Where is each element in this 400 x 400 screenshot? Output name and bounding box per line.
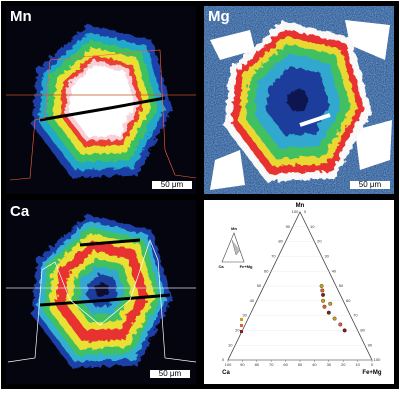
tick-label: 10 <box>310 224 315 229</box>
tick-label: 90 <box>240 362 245 367</box>
data-point <box>342 328 347 333</box>
tick-label: 30 <box>242 313 247 318</box>
tick-label: 100 <box>374 357 381 362</box>
panel-label: Ca <box>10 203 30 220</box>
tick-label: 40 <box>312 362 317 367</box>
tick-label: 60 <box>264 268 269 273</box>
inset-label: Ca <box>218 264 224 269</box>
legend-swatch <box>240 330 243 333</box>
apex-label: Mn <box>296 203 305 209</box>
scale-bar: 50 μm <box>159 369 182 378</box>
tick-label: 70 <box>271 253 276 258</box>
tick-label: 90 <box>368 342 373 347</box>
tick-label: 0 <box>304 209 307 214</box>
ternary: Mn Ca Fe+Mg Mn Ca Fe+Mg 1001001009090908… <box>218 203 381 376</box>
data-point <box>338 322 343 327</box>
ternary-panel <box>204 200 394 384</box>
apex-label: Fe+Mg <box>362 370 382 376</box>
inset-label: Fe+Mg <box>240 264 253 269</box>
data-point <box>332 316 337 321</box>
tick-label: 20 <box>317 239 322 244</box>
tick-label: 60 <box>346 298 351 303</box>
tick-label: 20 <box>235 327 240 332</box>
data-point <box>321 292 325 297</box>
inset-label: Mn <box>231 226 237 231</box>
data-point <box>322 304 327 309</box>
strip <box>4 389 396 395</box>
mn-map: Mn 50 μm <box>6 6 196 194</box>
tick-label: 90 <box>286 224 291 229</box>
tick-label: 60 <box>283 362 288 367</box>
tick-label: 80 <box>360 327 365 332</box>
tick-label: 40 <box>332 268 337 273</box>
tick-label: 50 <box>257 283 262 288</box>
tick-label: 40 <box>250 298 255 303</box>
panel-label: Mn <box>10 8 32 25</box>
legend-swatch <box>240 324 243 327</box>
scale-bar: 50 μm <box>359 180 382 189</box>
data-point <box>320 288 325 293</box>
tick-label: 70 <box>269 362 274 367</box>
data-point <box>328 301 333 306</box>
scale-bar: 50 μm <box>161 180 184 189</box>
data-point <box>326 310 331 315</box>
tick-label: 100 <box>225 362 232 367</box>
tick-label: 0 <box>222 357 225 362</box>
data-point <box>321 298 325 303</box>
tick-label: 10 <box>355 362 360 367</box>
tick-label: 10 <box>228 342 233 347</box>
tick-label: 100 <box>292 209 299 214</box>
tick-label: 30 <box>324 253 329 258</box>
tick-label: 80 <box>278 239 283 244</box>
tick-label: 70 <box>353 313 358 318</box>
tick-label: 0 <box>371 362 374 367</box>
data-point <box>319 284 324 288</box>
mg-map: Mg 50 μm <box>204 6 394 194</box>
tick-label: 30 <box>327 362 332 367</box>
apex-label: Ca <box>222 370 230 376</box>
tick-label: 50 <box>339 283 344 288</box>
tick-label: 50 <box>298 362 303 367</box>
tick-label: 20 <box>341 362 346 367</box>
panel-label: Mg <box>208 8 230 25</box>
legend-swatch <box>240 318 243 321</box>
ca-map: Ca 50 μm <box>6 200 196 384</box>
tick-label: 80 <box>255 362 260 367</box>
